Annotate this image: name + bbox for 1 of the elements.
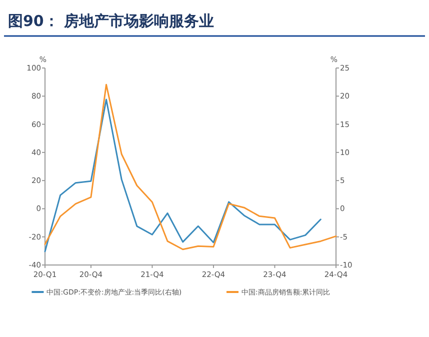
- chart-title: 图90： 房地产市场影响服务业: [8, 12, 214, 30]
